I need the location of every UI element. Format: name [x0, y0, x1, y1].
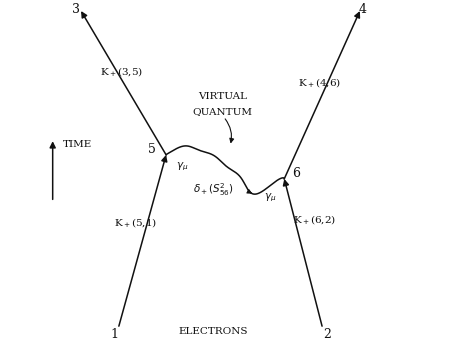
- Text: $\delta_+(S^2_{56})$: $\delta_+(S^2_{56})$: [193, 181, 234, 197]
- Text: $\gamma_\mu$: $\gamma_\mu$: [264, 192, 276, 204]
- Text: VIRTUAL: VIRTUAL: [198, 92, 247, 101]
- Text: 6: 6: [292, 167, 300, 180]
- Text: K$_+$(5,1): K$_+$(5,1): [114, 217, 157, 230]
- Text: ELECTRONS: ELECTRONS: [179, 327, 248, 336]
- Text: 3: 3: [73, 3, 80, 16]
- Text: 1: 1: [110, 328, 118, 341]
- Text: K$_+$(3,5): K$_+$(3,5): [100, 66, 143, 79]
- Text: 2: 2: [323, 328, 331, 341]
- Text: QUANTUM: QUANTUM: [193, 108, 253, 117]
- Text: K$_+$(6,2): K$_+$(6,2): [293, 213, 337, 227]
- Text: $\gamma_\mu$: $\gamma_\mu$: [176, 161, 189, 173]
- Text: K$_+$(4,6): K$_+$(4,6): [298, 76, 341, 90]
- Text: 4: 4: [358, 3, 366, 16]
- Text: TIME: TIME: [63, 140, 92, 149]
- Text: 5: 5: [148, 143, 156, 156]
